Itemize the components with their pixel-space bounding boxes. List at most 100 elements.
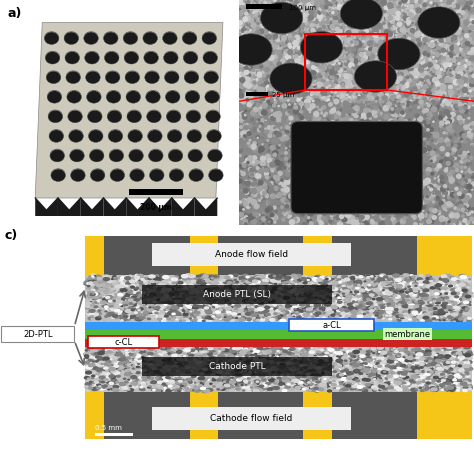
Circle shape (333, 5, 338, 10)
Circle shape (426, 91, 431, 96)
Circle shape (399, 6, 402, 9)
Circle shape (157, 375, 162, 377)
Circle shape (123, 364, 127, 366)
Circle shape (258, 102, 260, 105)
Circle shape (300, 102, 304, 106)
Circle shape (104, 367, 108, 369)
Circle shape (345, 278, 350, 281)
Circle shape (192, 367, 196, 369)
Circle shape (315, 168, 317, 170)
Circle shape (224, 319, 227, 320)
Circle shape (322, 282, 325, 283)
Circle shape (288, 60, 292, 63)
Circle shape (400, 92, 405, 97)
Circle shape (152, 346, 156, 348)
Circle shape (249, 101, 254, 105)
Circle shape (431, 391, 434, 392)
Circle shape (267, 95, 272, 99)
Circle shape (303, 208, 304, 209)
Circle shape (472, 191, 474, 194)
Circle shape (243, 297, 248, 300)
Circle shape (272, 372, 275, 373)
Circle shape (159, 284, 164, 286)
Circle shape (134, 382, 137, 383)
Circle shape (431, 44, 436, 48)
Circle shape (244, 286, 247, 288)
Circle shape (418, 305, 424, 307)
Circle shape (402, 86, 406, 90)
Circle shape (374, 86, 377, 88)
Circle shape (349, 358, 355, 361)
Circle shape (377, 92, 379, 94)
Circle shape (334, 358, 338, 360)
Circle shape (270, 103, 275, 108)
Circle shape (437, 9, 440, 12)
Circle shape (294, 18, 298, 21)
Circle shape (272, 277, 277, 279)
Circle shape (242, 115, 246, 119)
Circle shape (310, 71, 316, 76)
Circle shape (366, 74, 371, 79)
Circle shape (299, 351, 301, 352)
Circle shape (386, 29, 389, 32)
Circle shape (236, 388, 240, 390)
Circle shape (263, 90, 266, 94)
Circle shape (334, 32, 337, 35)
Circle shape (258, 352, 264, 355)
Circle shape (269, 174, 270, 176)
Circle shape (447, 45, 451, 50)
Circle shape (227, 312, 231, 314)
Circle shape (299, 153, 302, 156)
Circle shape (401, 318, 404, 320)
Circle shape (280, 378, 283, 379)
Circle shape (269, 281, 274, 283)
Circle shape (456, 290, 459, 292)
Circle shape (97, 313, 100, 315)
Circle shape (284, 50, 290, 55)
Circle shape (312, 58, 314, 60)
Circle shape (414, 136, 417, 139)
Circle shape (310, 222, 313, 225)
Circle shape (462, 209, 465, 212)
Circle shape (389, 5, 394, 10)
Circle shape (423, 76, 428, 81)
Circle shape (379, 18, 383, 22)
Circle shape (219, 305, 222, 306)
Circle shape (367, 103, 369, 105)
Circle shape (350, 31, 352, 32)
Circle shape (442, 358, 444, 359)
Circle shape (460, 371, 465, 373)
Circle shape (407, 33, 412, 38)
Circle shape (194, 312, 200, 315)
Circle shape (412, 58, 417, 63)
Circle shape (366, 104, 367, 106)
Circle shape (282, 281, 284, 282)
Circle shape (462, 198, 464, 200)
Circle shape (461, 303, 463, 304)
Circle shape (431, 78, 433, 80)
Circle shape (201, 276, 205, 278)
Circle shape (364, 8, 366, 10)
Circle shape (240, 78, 245, 82)
Circle shape (128, 379, 129, 380)
Circle shape (312, 361, 318, 364)
Circle shape (297, 24, 302, 29)
Circle shape (327, 320, 333, 322)
Circle shape (158, 382, 164, 385)
Circle shape (441, 96, 446, 101)
Circle shape (429, 188, 432, 191)
Circle shape (400, 137, 404, 141)
Circle shape (418, 377, 419, 378)
Circle shape (319, 89, 321, 92)
Circle shape (357, 207, 360, 211)
Circle shape (461, 45, 464, 48)
Circle shape (433, 172, 437, 176)
Circle shape (457, 99, 460, 101)
Circle shape (270, 45, 273, 48)
Circle shape (278, 105, 279, 107)
Circle shape (205, 307, 210, 310)
Bar (218, 392, 303, 439)
Circle shape (193, 351, 197, 353)
Circle shape (270, 163, 273, 166)
Circle shape (142, 387, 145, 388)
